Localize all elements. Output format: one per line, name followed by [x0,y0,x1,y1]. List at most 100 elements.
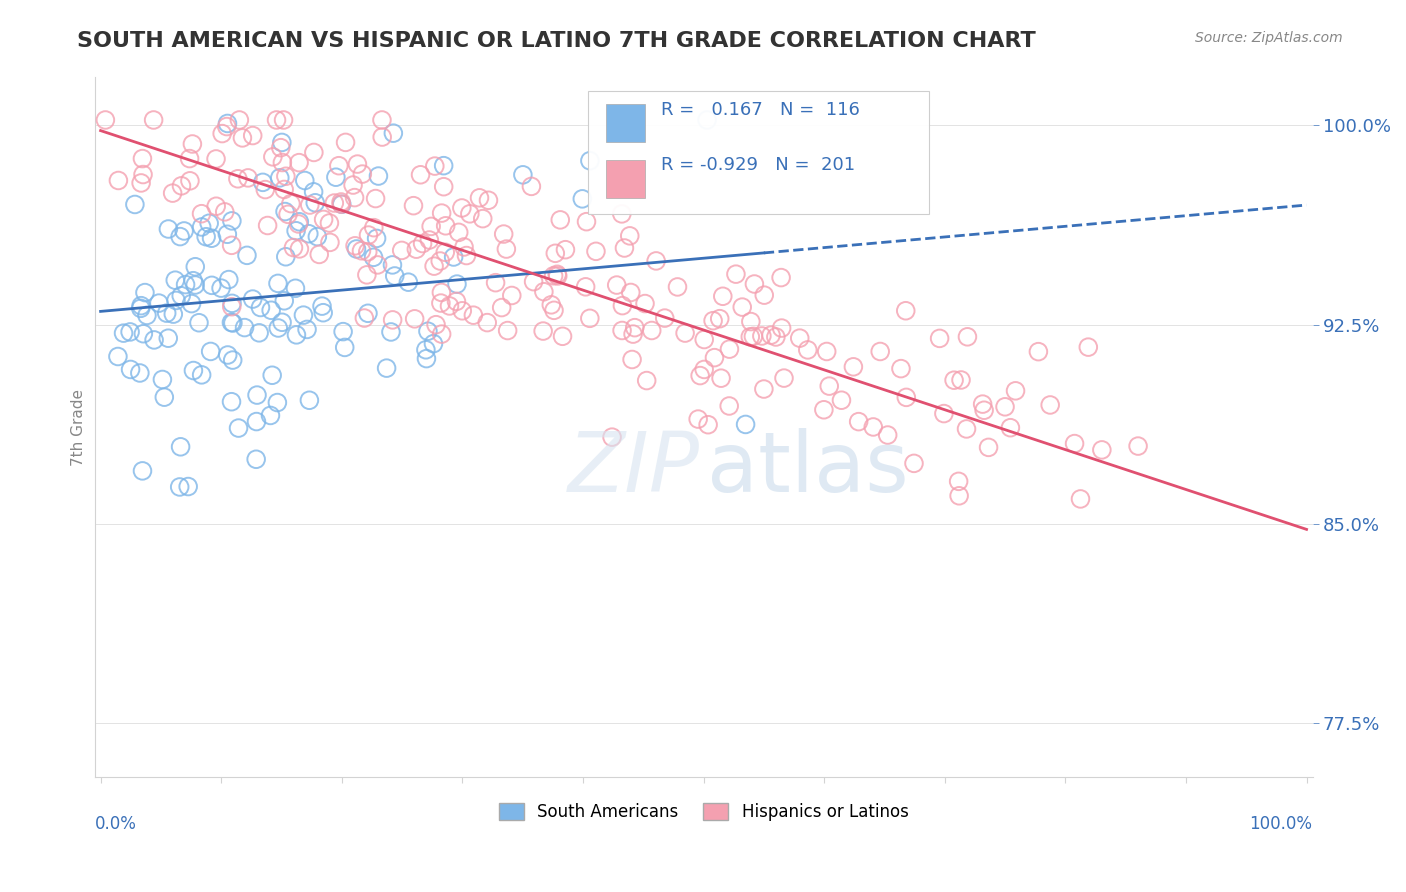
Point [132,326,155,341]
Point [830,393,852,408]
Point [179,152,201,166]
Point [496,324,519,338]
Point [226,171,249,186]
Point [129,301,152,316]
Point [693,333,716,347]
Point [433,159,456,173]
Point [447,225,470,239]
Point [551,329,574,343]
Point [352,167,374,181]
Point [266,395,288,409]
Point [402,199,425,213]
Point [754,288,776,302]
Point [994,400,1017,414]
Point [430,327,453,342]
Point [344,239,367,253]
Point [439,299,461,313]
Point [458,207,481,221]
Point [579,311,602,326]
Point [434,245,457,260]
Text: 0.0%: 0.0% [94,815,136,833]
Point [128,366,150,380]
Point [1039,398,1062,412]
Point [412,236,434,251]
Point [1126,439,1149,453]
Point [430,285,453,300]
Point [288,215,311,229]
Point [520,179,543,194]
Point [273,182,295,196]
Point [815,344,838,359]
Point [236,248,259,262]
Point [357,228,380,243]
Point [751,329,773,343]
Point [129,299,152,313]
Point [540,298,562,312]
Point [350,244,373,258]
Point [120,362,142,376]
Point [696,113,718,128]
Point [217,227,239,242]
Point [492,227,515,241]
Point [200,231,222,245]
Point [734,417,756,432]
Point [221,296,243,310]
Point [346,242,368,256]
Text: R = -0.929   N =  201: R = -0.929 N = 201 [661,156,855,174]
Point [463,308,485,322]
Point [972,397,994,411]
Point [249,301,271,315]
Point [453,240,475,254]
Point [233,320,256,334]
Point [956,330,979,344]
Point [512,168,534,182]
Point [621,327,644,342]
Point [621,352,644,367]
Point [533,285,555,299]
Point [420,219,443,234]
Point [162,307,184,321]
Point [434,219,457,233]
Point [579,153,602,168]
Point [1004,384,1026,398]
Point [169,480,191,494]
Point [770,321,793,335]
Point [612,299,634,313]
Point [890,361,912,376]
Point [319,235,342,250]
Point [433,179,456,194]
Point [450,201,472,215]
Point [312,212,335,227]
Point [382,126,405,140]
Point [501,288,523,302]
Point [740,330,762,344]
Point [381,313,404,327]
Point [797,343,820,357]
Point [575,215,598,229]
Point [869,344,891,359]
Point [718,342,741,356]
Point [759,328,782,343]
Text: atlas: atlas [707,428,910,509]
Legend: South Americans, Hispanics or Latinos: South Americans, Hispanics or Latinos [492,797,915,828]
Point [613,241,636,255]
Point [384,268,406,283]
Point [366,231,388,245]
Point [709,311,731,326]
Text: R =   0.167   N =  116: R = 0.167 N = 116 [661,102,860,120]
Point [311,299,333,313]
Point [491,301,513,315]
Point [600,430,623,444]
Point [222,316,245,330]
Point [711,289,734,303]
Point [575,280,598,294]
Point [932,407,955,421]
Point [217,116,239,130]
Point [724,267,747,281]
Point [170,289,193,303]
Point [325,170,347,185]
Point [157,331,180,345]
Point [131,152,153,166]
Point [610,207,633,221]
Point [423,259,446,273]
